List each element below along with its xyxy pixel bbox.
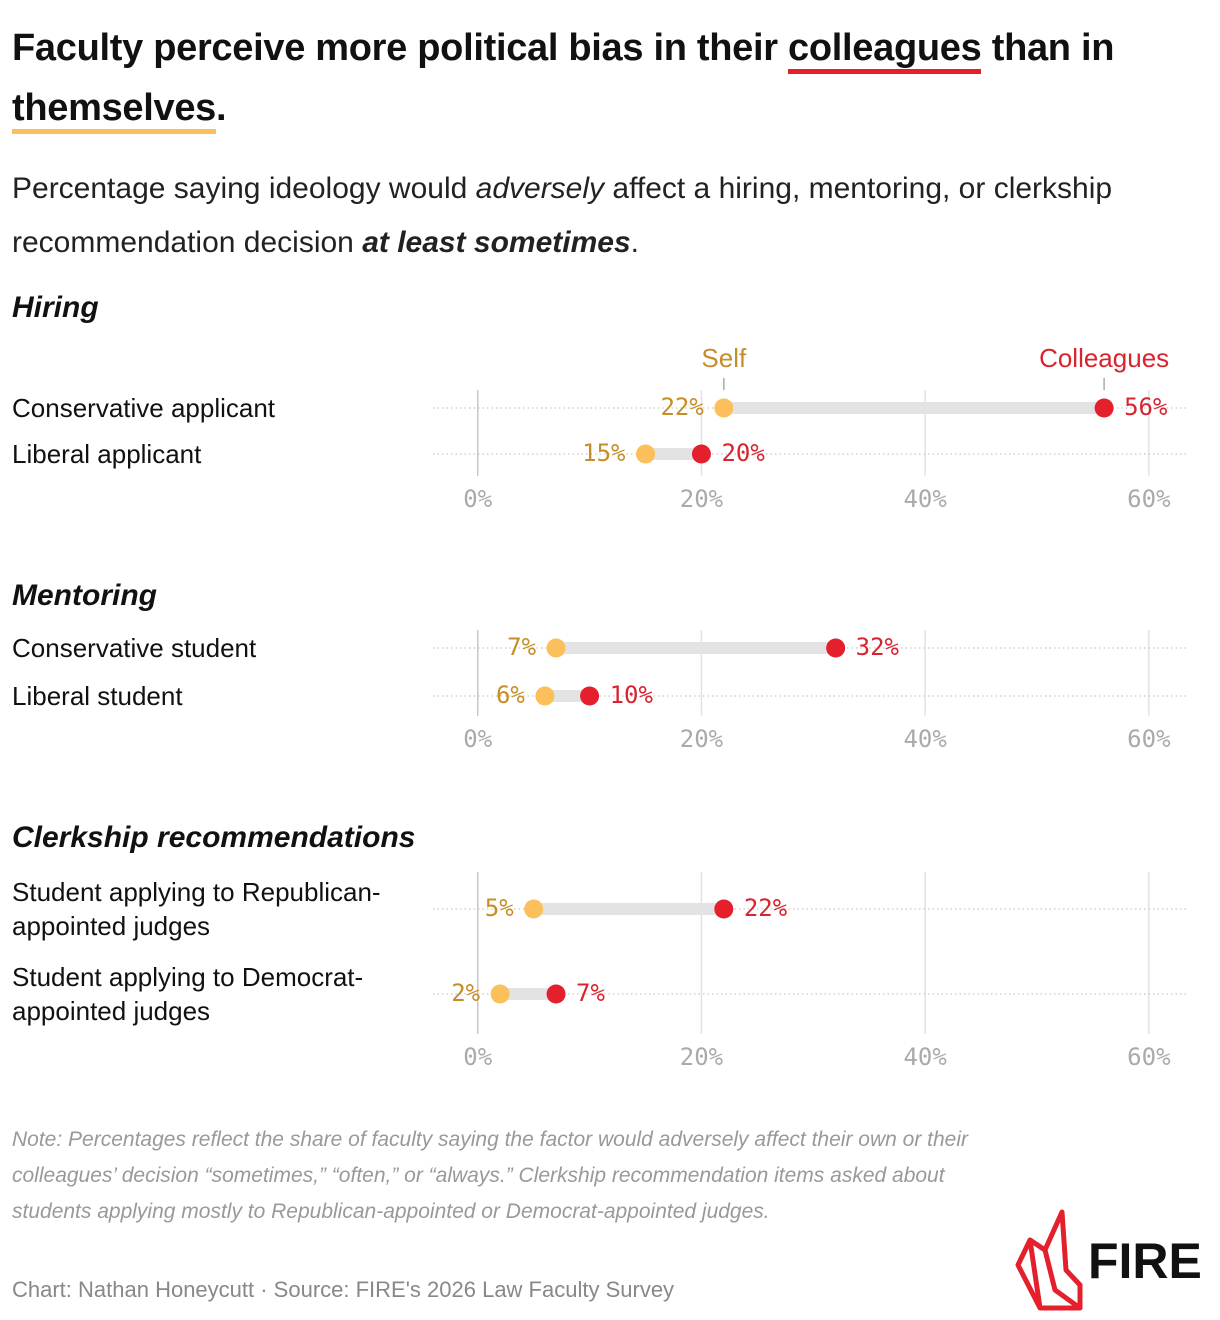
subtitle-part: affect a hiring, mentoring, or clerkship… <box>12 172 1113 259</box>
category-label: Liberal student <box>12 681 183 711</box>
title-highlight: colleagues <box>788 27 982 74</box>
value-label: 5% <box>485 894 514 922</box>
title: Faculty perceive more political bias in … <box>12 18 1202 138</box>
title-part: . <box>216 87 227 129</box>
dot <box>535 686 555 706</box>
dot <box>580 686 600 706</box>
subtitle-emphasis: adversely <box>475 172 605 205</box>
title-part: than in <box>981 27 1115 69</box>
x-tick-label: 0% <box>463 485 492 513</box>
logo-flame <box>1015 1209 1083 1311</box>
panel-title: Clerkship recommendations <box>12 821 416 854</box>
panel-title: Mentoring <box>12 579 157 612</box>
dot <box>524 899 544 919</box>
subtitle-part: Percentage saying ideology would <box>12 172 476 205</box>
dot <box>714 398 734 418</box>
title-part: Faculty perceive more political bias in … <box>12 27 789 69</box>
title-highlight: themselves <box>12 87 216 134</box>
subtitle-emphasis: at least sometimes <box>362 226 631 259</box>
value-label: 32% <box>856 633 900 661</box>
category-label: Student applying to Republican- appointe… <box>12 877 381 941</box>
x-tick-label: 0% <box>463 725 492 753</box>
value-label: 2% <box>451 979 480 1007</box>
value-label: 22% <box>660 393 704 421</box>
value-label: 7% <box>576 979 605 1007</box>
dot <box>490 984 510 1004</box>
legend-label: Self <box>701 343 747 373</box>
x-tick-label: 20% <box>680 725 724 753</box>
category-label: Student applying to Democrat- appointed … <box>12 962 364 1026</box>
x-tick-label: 60% <box>1127 485 1171 513</box>
x-tick-label: 20% <box>680 485 724 513</box>
source: Chart: Nathan Honeycutt · Source: FIRE's… <box>12 1277 675 1302</box>
category-label: Conservative student <box>12 633 257 663</box>
value-label: 10% <box>610 681 654 709</box>
category-label: Liberal applicant <box>12 439 202 469</box>
dot <box>826 638 846 658</box>
dot <box>714 899 734 919</box>
value-label: 20% <box>721 439 765 467</box>
x-tick-label: 40% <box>903 725 947 753</box>
x-tick-label: 40% <box>903 485 947 513</box>
value-label: 56% <box>1124 393 1168 421</box>
x-tick-label: 60% <box>1127 1043 1171 1071</box>
value-label: 7% <box>507 633 536 661</box>
dot <box>691 444 711 464</box>
value-label: 22% <box>744 894 788 922</box>
x-tick-label: 60% <box>1127 725 1171 753</box>
category-label: Conservative applicant <box>12 393 276 423</box>
value-label: 15% <box>582 439 626 467</box>
dot <box>636 444 656 464</box>
value-label: 6% <box>496 681 525 709</box>
x-tick-label: 40% <box>903 1043 947 1071</box>
x-tick-label: 20% <box>680 1043 724 1071</box>
dot <box>1094 398 1114 418</box>
legend-label: Colleagues <box>1039 343 1169 373</box>
subtitle: Percentage saying ideology would adverse… <box>12 162 1172 270</box>
panel-title: Hiring <box>12 291 99 324</box>
dot <box>546 638 566 658</box>
x-tick-label: 0% <box>463 1043 492 1071</box>
subtitle-part: . <box>630 226 639 259</box>
dot <box>546 984 566 1004</box>
note: Note: Percentages reflect the share of f… <box>12 1128 968 1223</box>
logo-text: FIRE <box>1088 1233 1202 1289</box>
